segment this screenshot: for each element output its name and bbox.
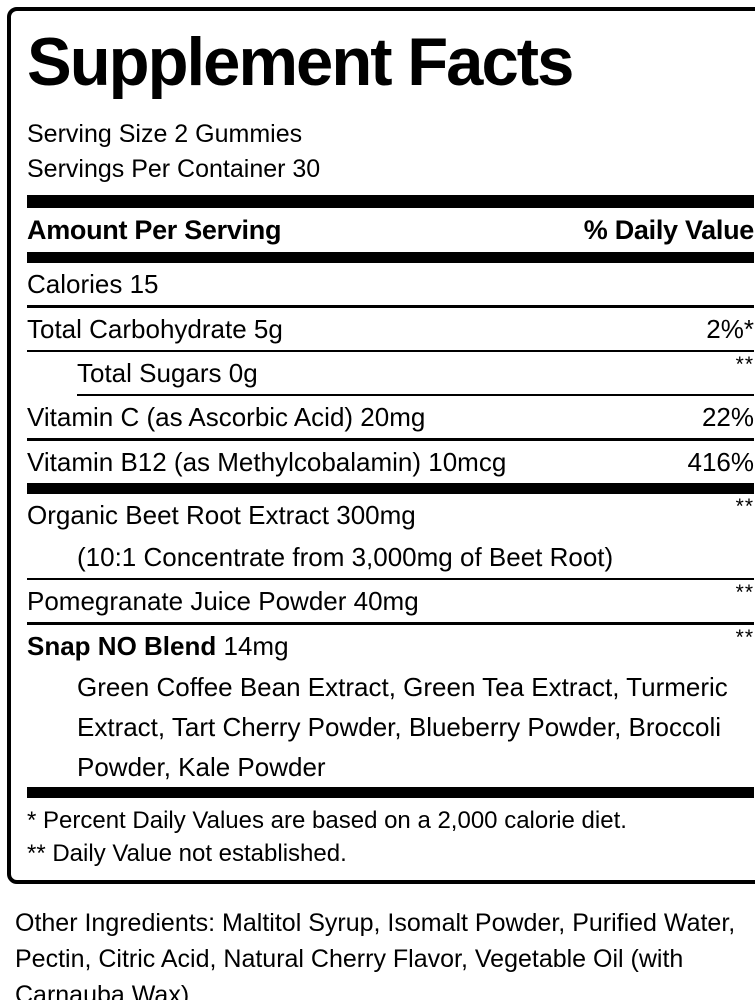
label-panel: Supplement Facts Serving Size 2 Gummies … bbox=[7, 7, 755, 884]
table-row: Organic Beet Root Extract 300mg ** bbox=[27, 494, 754, 536]
nutrient-dv: ** bbox=[735, 581, 754, 604]
nutrient-dv: ** bbox=[735, 495, 754, 518]
nutrient-name: Total Carbohydrate 5g bbox=[27, 314, 283, 344]
footnote-dv-not-established: ** Daily Value not established. bbox=[27, 840, 347, 867]
row-divider bbox=[27, 438, 754, 441]
row-divider bbox=[27, 305, 754, 308]
servings-per-container: Servings Per Container 30 bbox=[27, 155, 321, 183]
divider-bar-under-headers bbox=[27, 252, 754, 263]
page-title: Supplement Facts bbox=[27, 24, 574, 100]
table-row: Total Carbohydrate 5g 2%* bbox=[27, 308, 754, 350]
nutrient-name: Vitamin B12 (as Methylcobalamin) 10mcg bbox=[27, 447, 507, 477]
table-row: Calories 15 bbox=[27, 263, 754, 305]
row-divider bbox=[27, 622, 754, 625]
table-row: Pomegranate Juice Powder 40mg ** bbox=[27, 580, 754, 622]
amount-per-serving-header: Amount Per Serving bbox=[27, 215, 282, 245]
table-row-blend: Snap NO Blend 14mg ** bbox=[27, 625, 754, 667]
row-divider bbox=[27, 350, 754, 352]
table-row: Vitamin B12 (as Methylcobalamin) 10mcg 4… bbox=[27, 441, 754, 483]
serving-size: Serving Size 2 Gummies bbox=[27, 120, 303, 148]
blend-name-wrapper: Snap NO Blend 14mg bbox=[27, 625, 722, 667]
nutrient-dv: 2%* bbox=[706, 314, 754, 344]
nutrient-name: Organic Beet Root Extract 300mg bbox=[27, 500, 416, 530]
table-row: Total Sugars 0g ** bbox=[27, 352, 754, 394]
beet-root-subline: (10:1 Concentrate from 3,000mg of Beet R… bbox=[77, 542, 614, 572]
serving-info: Serving Size 2 Gummies Servings Per Cont… bbox=[27, 117, 754, 187]
divider-bar-footnotes bbox=[27, 787, 754, 798]
nutrient-dv: 416% bbox=[687, 447, 755, 477]
daily-value-header: % Daily Value bbox=[583, 215, 755, 245]
column-headers: Amount Per Serving % Daily Value bbox=[27, 208, 754, 252]
table-row: Vitamin C (as Ascorbic Acid) 20mg 22% bbox=[27, 396, 754, 438]
nutrient-name: Pomegranate Juice Powder 40mg bbox=[27, 586, 419, 616]
nutrient-dv: ** bbox=[735, 353, 754, 376]
divider-bar-top bbox=[27, 195, 754, 208]
row-divider bbox=[27, 578, 754, 580]
blend-amount: 14mg bbox=[223, 631, 289, 661]
footnote-percent-dv: * Percent Daily Values are based on a 2,… bbox=[27, 807, 627, 834]
blend-dv: ** bbox=[735, 626, 754, 649]
nutrient-dv: 22% bbox=[701, 402, 754, 432]
row-divider bbox=[77, 394, 754, 396]
blend-ingredients: Green Coffee Bean Extract, Green Tea Ext… bbox=[77, 672, 728, 782]
nutrient-name: Total Sugars 0g bbox=[77, 358, 258, 388]
nutrient-name: Calories 15 bbox=[27, 269, 159, 299]
blend-name: Snap NO Blend bbox=[27, 631, 217, 661]
nutrient-name: Vitamin C (as Ascorbic Acid) 20mg bbox=[27, 402, 426, 432]
other-ingredients: Other Ingredients: Maltitol Syrup, Isoma… bbox=[15, 909, 736, 1000]
divider-bar-botanicals bbox=[27, 483, 754, 494]
footnotes: * Percent Daily Values are based on a 2,… bbox=[27, 798, 754, 870]
